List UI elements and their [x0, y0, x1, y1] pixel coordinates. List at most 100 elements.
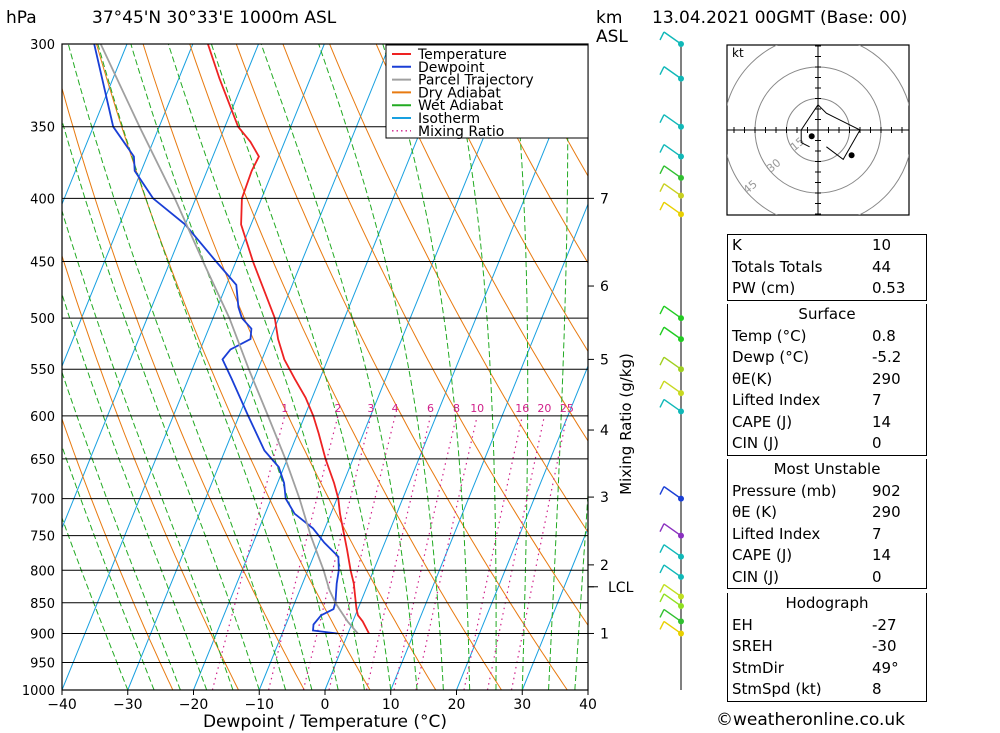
wind-barb: [663, 114, 682, 128]
station-location: 37°45'N 30°33'E 1000m ASL: [92, 8, 337, 28]
wind-barb-flag: [659, 564, 665, 574]
credit-text[interactable]: ©weatheronline.co.uk: [716, 710, 906, 730]
surface-row-temp: Temp (°C) 0.8: [732, 326, 896, 345]
dry-adiabat-line: [936, 44, 1000, 690]
isotherm-line: [62, 44, 259, 530]
pressure-tick-label: 400: [30, 192, 55, 207]
wet-adiabat-line: [382, 44, 471, 690]
dry-adiabat-line: [422, 44, 588, 353]
wet-adiabat-line: [448, 44, 497, 690]
height-tick-label: 6: [600, 279, 609, 295]
wind-level-dot: [678, 573, 684, 580]
wind-level-dot: [678, 41, 684, 47]
wind-barb: [663, 143, 682, 158]
wind-barb-flag: [659, 201, 665, 211]
pressure-tick-label: 850: [30, 597, 55, 612]
isotherm-line: [127, 44, 391, 690]
wind-level-dot: [678, 630, 684, 637]
isotherm-line: [521, 526, 588, 690]
wind-barb: [663, 356, 682, 370]
wet-adiabat-line: [548, 44, 569, 690]
wind-level-dot: [678, 602, 684, 609]
legend-box: [385, 44, 589, 139]
wind-barb-flag: [659, 486, 665, 495]
wet-adiabat-line: [62, 444, 155, 690]
mixing-ratio-label: 16: [515, 402, 529, 415]
pressure-tick-label: 300: [30, 38, 55, 53]
isotherm-line: [324, 44, 588, 690]
wind-level-dot: [678, 315, 684, 322]
temperature-tick-label: −10: [244, 697, 274, 713]
surface-title: Surface: [798, 305, 856, 323]
legend-label: Dry Adiabat: [418, 85, 501, 101]
wind-level-dot: [678, 553, 684, 560]
wind-barb-flag: [659, 144, 665, 153]
mixing-ratio-label: 8: [453, 402, 460, 415]
pressure-tick-label: 350: [30, 121, 55, 136]
dry-adiabat-line: [142, 44, 437, 690]
mixing-ratio-label: 4: [392, 402, 399, 415]
hodo-row-eh: EH -27: [732, 615, 897, 634]
mixing-ratio-line: [211, 415, 286, 690]
wind-level-dot: [678, 532, 684, 539]
surface-row-dewp: Dewp (°C) -5.2: [732, 348, 902, 366]
wind-barb-flag: [659, 305, 665, 315]
pressure-tick-label: 950: [30, 656, 55, 671]
wind-level-dot: [678, 153, 684, 160]
wind-barb: [663, 564, 682, 578]
wet-adiabat-line: [62, 516, 129, 690]
pressure-tick-label: 750: [30, 530, 55, 545]
wind-barb: [663, 165, 682, 179]
mixing-ratio-axis-title: Mixing Ratio (g/kg): [617, 353, 635, 495]
legend-label: Temperature: [417, 47, 507, 63]
mu-row-cin: CIN (J) 0: [732, 567, 882, 586]
legend-label: Parcel Trajectory: [418, 73, 534, 89]
dry-adiabat-line: [468, 44, 588, 264]
wind-barb-flag: [659, 356, 665, 366]
wind-barb-flag: [659, 544, 665, 553]
pressure-tick-label: 450: [30, 256, 55, 271]
wind-barb-flag: [659, 66, 665, 75]
x-axis-title: Dewpoint / Temperature (°C): [203, 712, 447, 732]
height-unit-asl: ASL: [596, 27, 628, 47]
mixing-ratio-label: 6: [427, 402, 434, 415]
wind-level-dot: [678, 618, 684, 625]
legend-label: Wet Adiabat: [418, 98, 504, 114]
hodograph-table: Hodograph EH -27 SREH -30 StmDir 49° StmSpd…: [727, 593, 927, 702]
index-row-totals: Totals Totals 44: [732, 257, 892, 276]
legend-label: Isotherm: [418, 111, 480, 127]
wind-barb: [663, 31, 682, 45]
wind-barb-flag: [659, 326, 665, 336]
parcel-trajectory-series: [99, 44, 359, 635]
surface-table: Surface Temp (°C) 0.8 Dewp (°C) -5.2 θE(K)…: [727, 304, 927, 456]
wind-barb: [663, 183, 682, 197]
height-tick-label: 4: [600, 423, 609, 439]
surface-row-cin: CIN (J) 0: [732, 434, 882, 452]
wind-level-dot: [678, 75, 684, 82]
mixing-ratio-line: [268, 415, 339, 690]
wind-barb: [663, 523, 682, 537]
isotherm-line: [258, 44, 522, 690]
temperature-tick-label: 0: [321, 697, 330, 713]
temperature-series: [207, 44, 370, 634]
pressure-tick-label: 500: [30, 312, 55, 327]
height-tick-label: 2: [600, 558, 609, 574]
hodo-row-stmspd: StmSpd (kt) 8: [732, 680, 882, 698]
isotherm-line: [62, 44, 128, 206]
wind-barb: [663, 583, 682, 598]
wind-level-dot: [678, 123, 684, 130]
hodo-row-sreh: SREH -30: [732, 637, 897, 655]
wind-profile: [659, 31, 684, 690]
wind-barb-flag: [659, 609, 665, 618]
wind-barb: [663, 486, 682, 500]
temperature-tick-label: −30: [113, 697, 143, 713]
isotherm-line: [193, 44, 457, 690]
mixing-ratio-label: 3: [367, 402, 374, 415]
hodo-row-stmdir: StmDir 49°: [732, 658, 899, 677]
wind-barb: [663, 326, 682, 340]
mixing-ratio-line: [365, 415, 432, 690]
height-tick-label: 5: [600, 352, 609, 368]
